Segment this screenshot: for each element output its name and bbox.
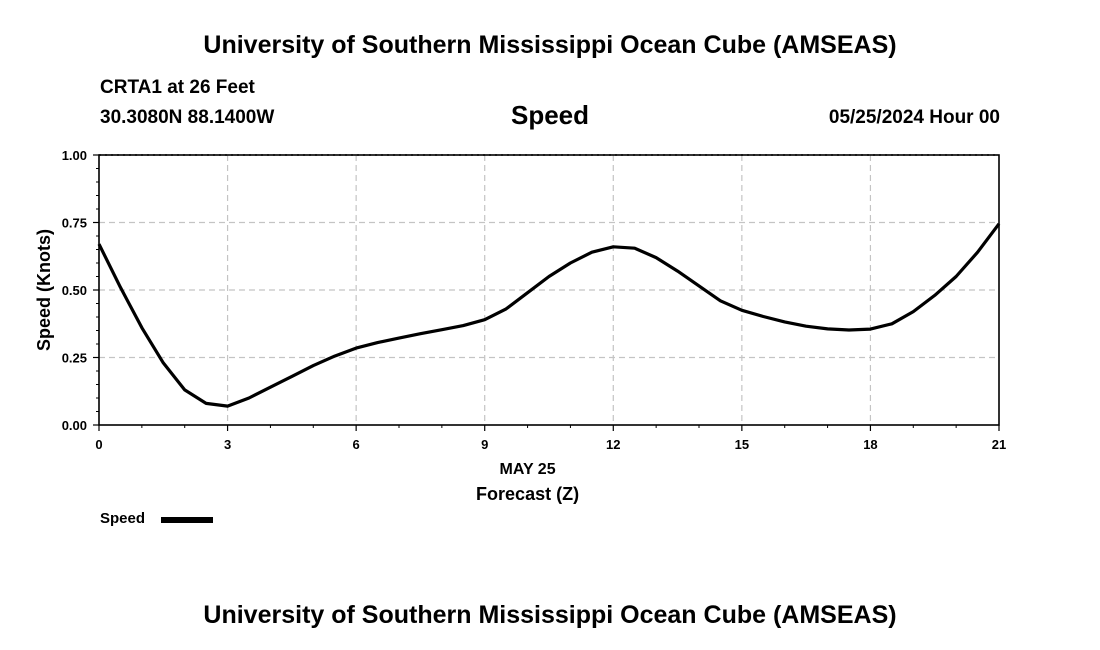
x-tick-label: 0 bbox=[95, 437, 102, 452]
x-tick-label: 18 bbox=[863, 437, 877, 452]
station-label: CRTA1 at 26 Feet bbox=[100, 77, 255, 98]
axis-ticks bbox=[93, 154, 1000, 431]
datetime-label: 05/25/2024 Hour 00 bbox=[828, 107, 1000, 128]
y-tick-label: 0.00 bbox=[62, 418, 87, 433]
x-axis-date-label: MAY 25 bbox=[500, 461, 556, 478]
y-tick-label: 0.25 bbox=[62, 351, 87, 366]
y-axis-title: Speed (Knots) bbox=[34, 229, 54, 351]
x-tick-label: 6 bbox=[353, 437, 360, 452]
legend-line-swatch bbox=[161, 517, 213, 523]
speed-series-line bbox=[97, 222, 1001, 408]
y-tick-label: 0.75 bbox=[62, 216, 87, 231]
x-tick-label: 3 bbox=[224, 437, 231, 452]
x-tick-label: 21 bbox=[992, 437, 1006, 452]
x-tick-label: 12 bbox=[606, 437, 620, 452]
chart-title-bottom: University of Southern Mississippi Ocean… bbox=[203, 601, 897, 629]
legend-label: Speed bbox=[100, 510, 146, 527]
x-tick-label: 15 bbox=[735, 437, 749, 452]
x-tick-label: 9 bbox=[481, 437, 488, 452]
variable-title: Speed bbox=[510, 100, 590, 130]
y-tick-label: 0.50 bbox=[62, 283, 87, 298]
x-axis-title: Forecast (Z) bbox=[476, 484, 579, 504]
grid-lines bbox=[99, 154, 999, 425]
tick-labels: 0 3 6 9 12 15 18 21 0.00 0.25 0.50 0.75 1.00 bbox=[62, 148, 1007, 452]
location-label: 30.3080N 88.1400W bbox=[100, 107, 275, 128]
chart-title-top: University of Southern Mississippi Ocean… bbox=[203, 31, 897, 59]
y-tick-label: 1.00 bbox=[62, 148, 87, 163]
